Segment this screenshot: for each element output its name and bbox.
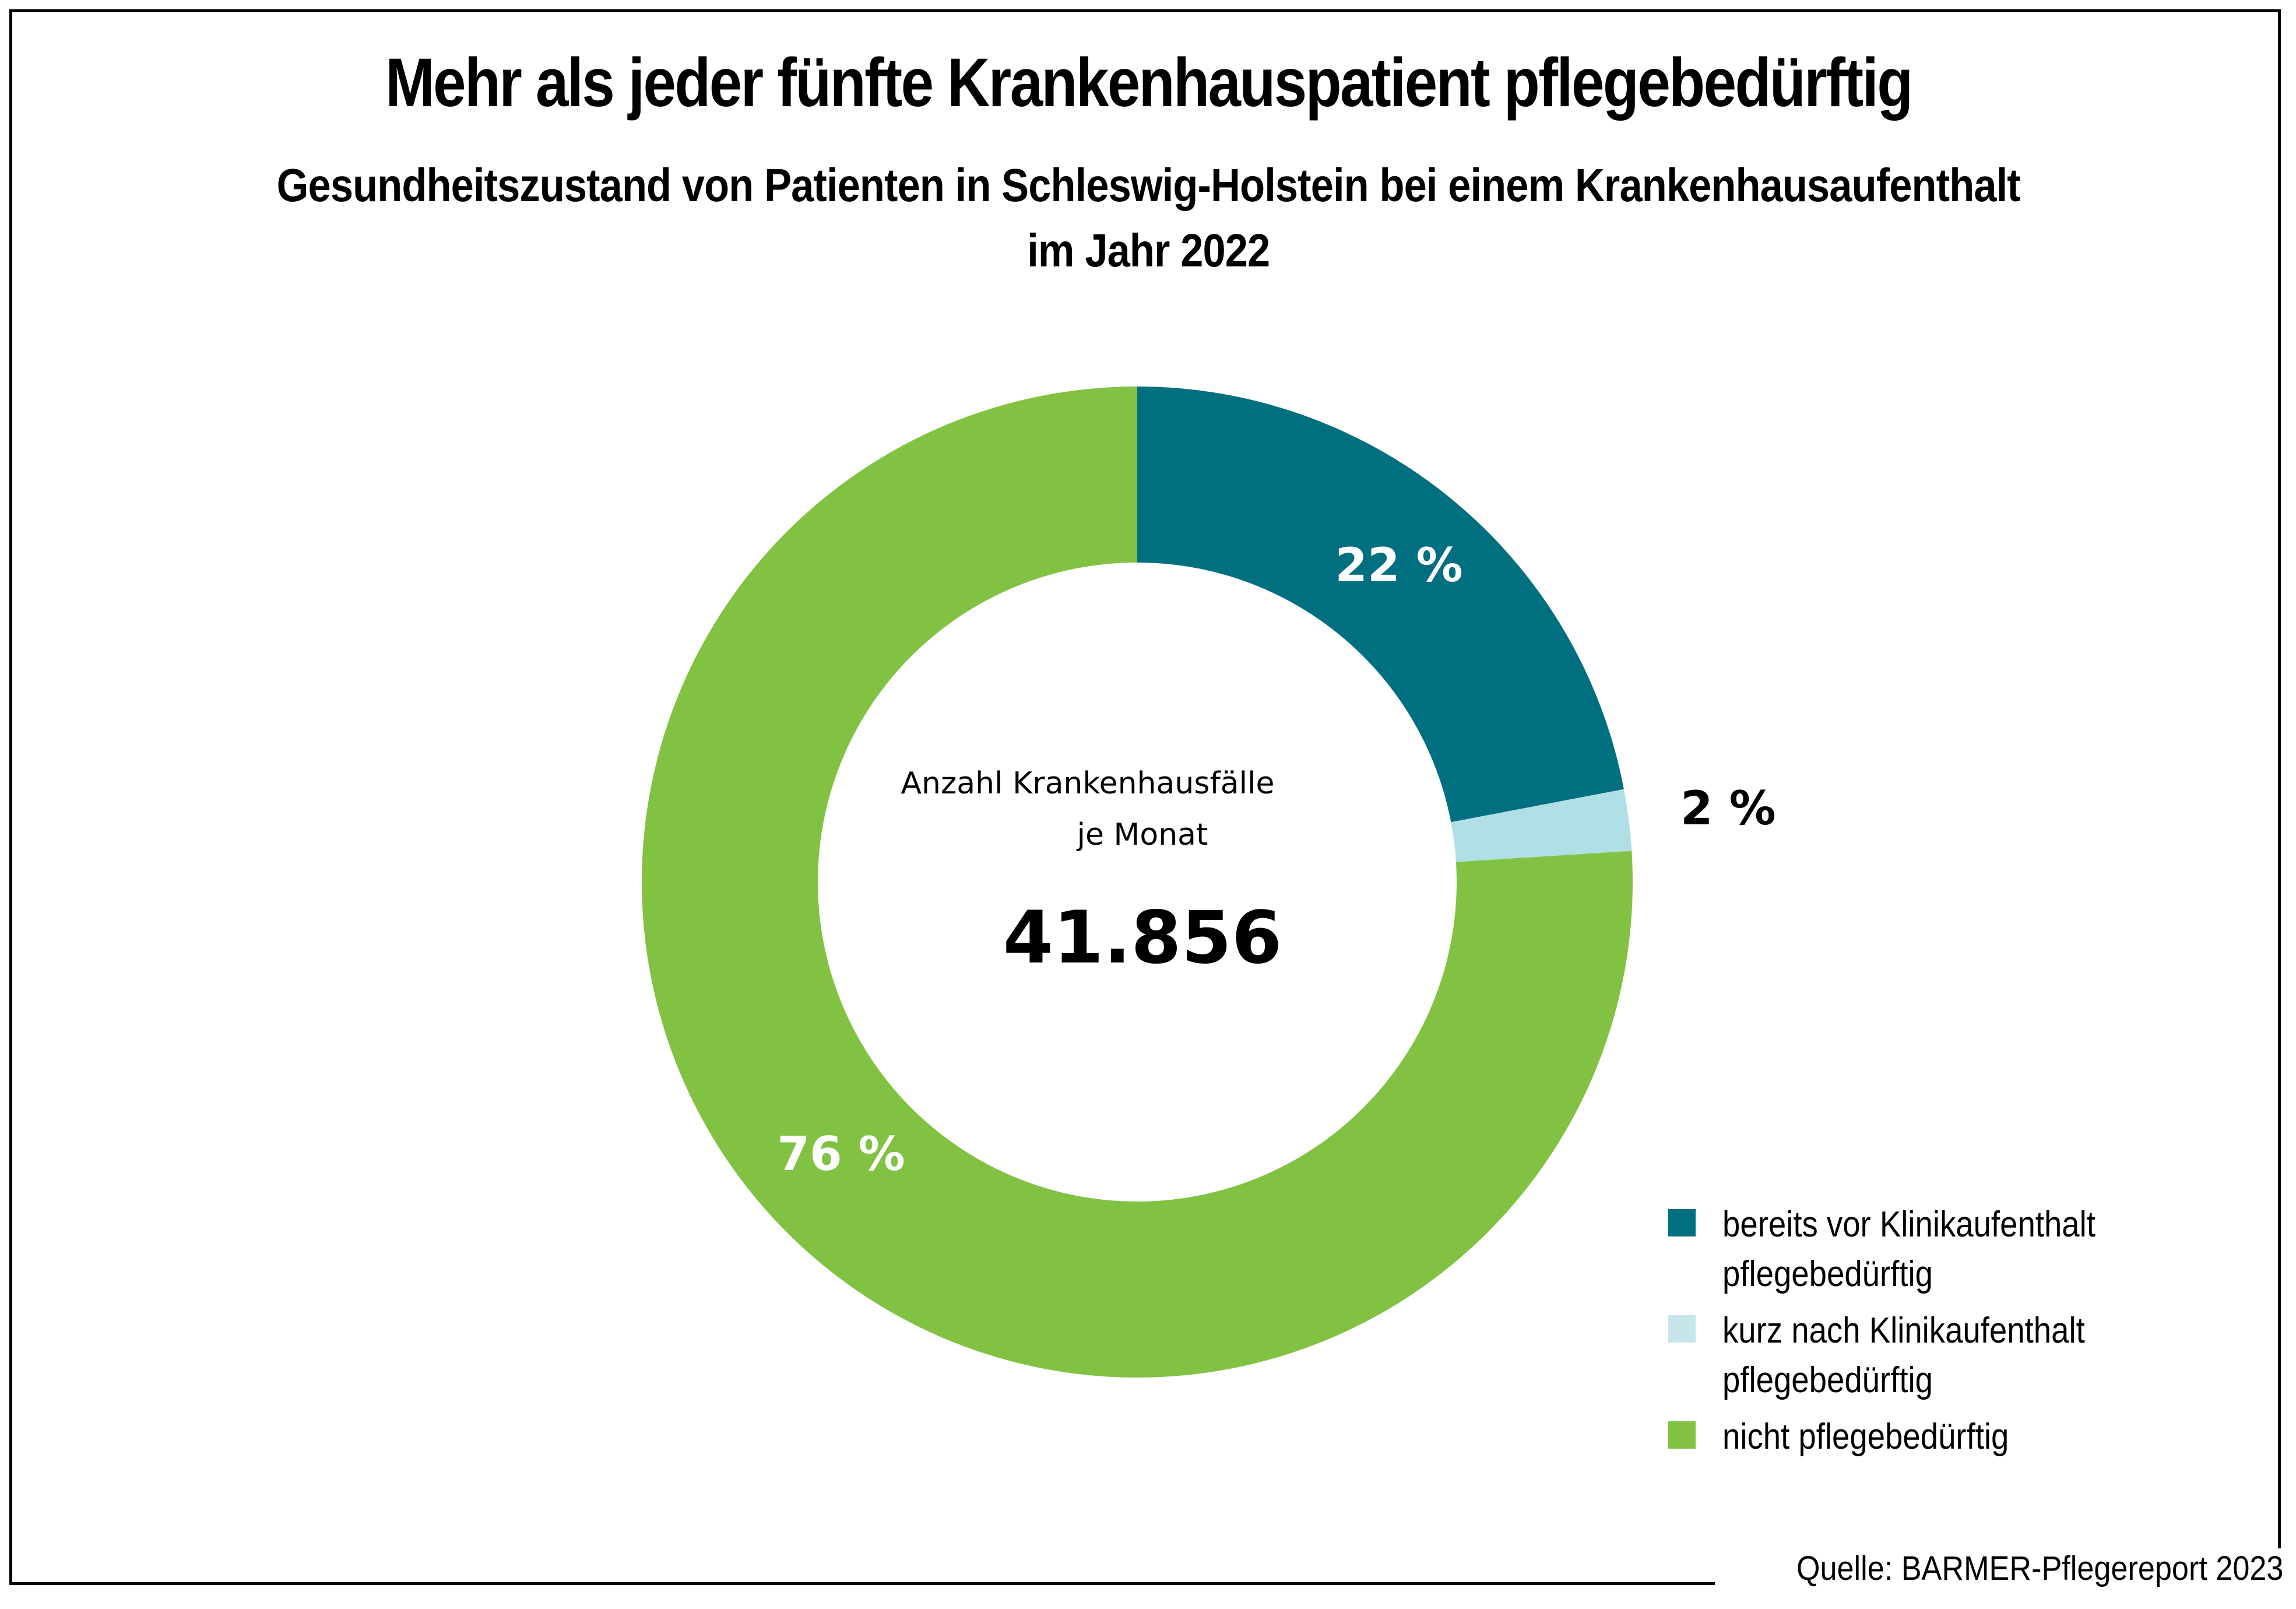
donut-slice — [1137, 387, 1624, 823]
frame-top-border — [9, 9, 2281, 12]
donut-slice — [641, 387, 1633, 1378]
center-value: 41.856 — [1003, 896, 1282, 980]
legend-item: nicht pflegebedürftig — [1668, 1412, 2247, 1462]
subtitle-line-2: im Jahr 2022 — [1027, 224, 1270, 276]
center-caption-line-1: Anzahl Krankenhausfälle — [901, 766, 1274, 801]
slice-labels: 22 % 2 % 76 % — [777, 538, 1775, 1181]
slice-value-label: 76 % — [777, 1127, 905, 1181]
chart-title: Mehr als jeder fünfte Krankenhauspatient… — [385, 44, 1913, 121]
legend-label: bereits vor Klinikaufenthalt pflegebedür… — [1722, 1204, 2095, 1294]
frame-left-border — [9, 9, 12, 1585]
legend: bereits vor Klinikaufenthalt pflegebedür… — [1668, 1200, 2247, 1469]
donut-slice — [1451, 789, 1632, 862]
legend-item: bereits vor Klinikaufenthalt pflegebedür… — [1668, 1200, 2247, 1299]
chart-subtitle: Gesundheitszustand von Patienten in Schl… — [138, 153, 2158, 283]
subtitle-line-1: Gesundheitszustand von Patienten in Schl… — [276, 159, 2021, 211]
slice-value-label: 2 % — [1680, 781, 1776, 835]
slice-value-label: 22 % — [1335, 538, 1462, 592]
legend-swatch — [1668, 1315, 1696, 1343]
legend-label: nicht pflegebedürftig — [1722, 1417, 2009, 1457]
donut-slices — [641, 387, 1633, 1378]
legend-label: kurz nach Klinikaufenthalt pflegebedürft… — [1722, 1311, 2085, 1400]
legend-swatch — [1668, 1209, 1696, 1236]
center-caption-line-2: je Monat — [1077, 817, 1208, 852]
legend-item: kurz nach Klinikaufenthalt pflegebedürft… — [1668, 1306, 2247, 1405]
frame-bottom-border — [9, 1582, 1715, 1585]
legend-swatch — [1668, 1421, 1696, 1449]
frame-right-border — [2278, 9, 2281, 1548]
source-note: Quelle: BARMER-Pflegereport 2023 — [1796, 1550, 2283, 1587]
